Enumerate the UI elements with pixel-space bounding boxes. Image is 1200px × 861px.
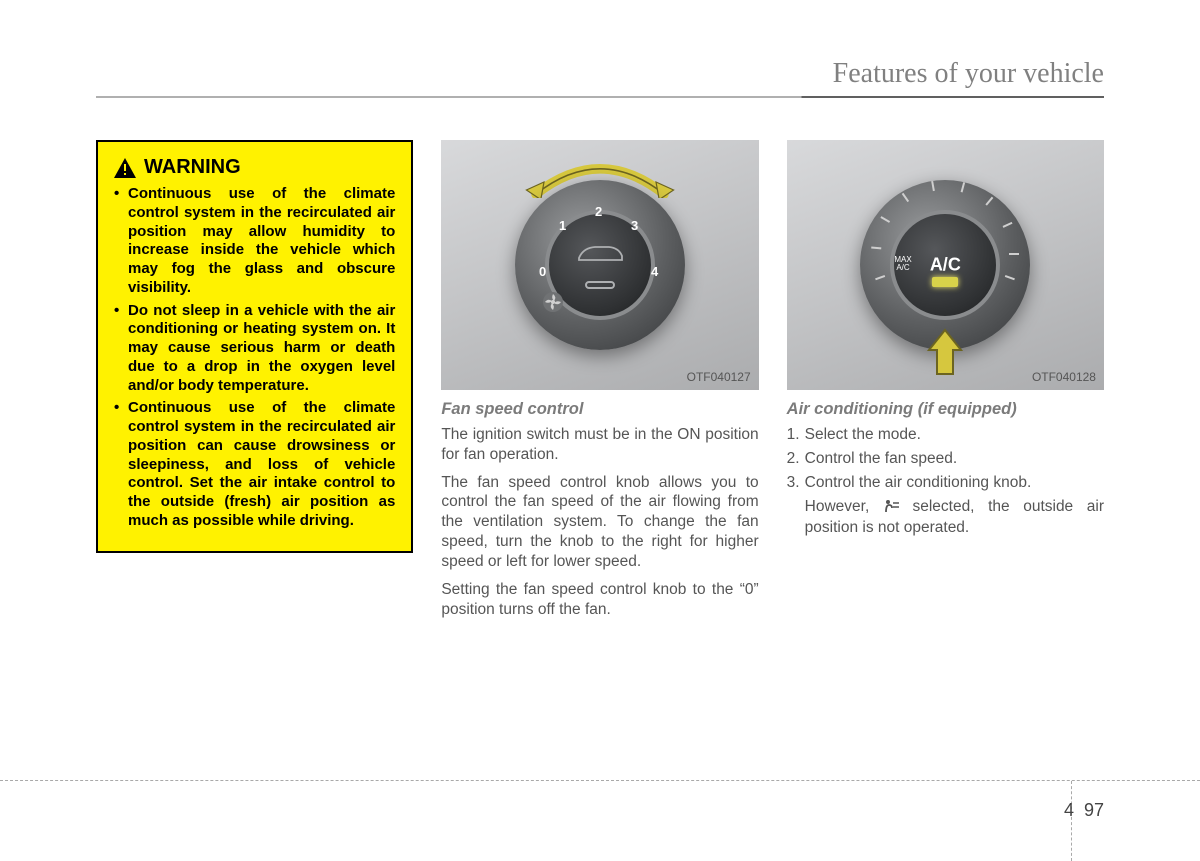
content-columns: WARNING Continuous use of the climate co… [96, 140, 1104, 627]
knob-slot-icon [585, 281, 615, 289]
photo-code: OTF040127 [687, 370, 751, 384]
section-number: 4 [1064, 800, 1074, 820]
knob-label-1: 1 [559, 218, 566, 233]
ac-photo: A/C MAX A/C OTF040128 [787, 140, 1104, 390]
fan-icon [543, 292, 563, 312]
warning-item: Continuous use of the climate control sy… [114, 185, 395, 298]
warning-heading: WARNING [114, 156, 395, 179]
column-air-conditioning: A/C MAX A/C OTF040128 Air conditioning (… [787, 140, 1104, 627]
push-up-arrow-icon [925, 328, 965, 378]
footer-dashed-line [0, 780, 1200, 781]
ac-step: Control the air conditioning knob. [787, 473, 1104, 493]
ac-indicator-light [932, 277, 958, 287]
column-warning: WARNING Continuous use of the climate co… [96, 140, 413, 627]
warning-item: Do not sleep in a vehicle with the air c… [114, 302, 395, 396]
fan-speed-p3: Setting the fan speed control knob to th… [441, 580, 758, 620]
warning-heading-text: WARNING [144, 156, 241, 179]
fan-speed-photo: 0 1 2 3 4 OTF040127 [441, 140, 758, 390]
photo-code: OTF040128 [1032, 370, 1096, 384]
warning-triangle-icon [114, 158, 136, 178]
warning-list: Continuous use of the climate control sy… [114, 185, 395, 531]
page-header-title: Features of your vehicle [833, 58, 1104, 90]
ac-step-note: However, selected, the outside air posit… [787, 497, 1104, 537]
warning-box: WARNING Continuous use of the climate co… [96, 140, 413, 553]
knob-label-3: 3 [631, 218, 638, 233]
fan-speed-knob: 0 1 2 3 4 [515, 180, 685, 350]
column-fan-speed: 0 1 2 3 4 OTF040127 Fan speed control [441, 140, 758, 627]
knob-label-0: 0 [539, 264, 546, 279]
ac-step: Select the mode. [787, 425, 1104, 445]
ac-steps: Select the mode. Control the fan speed. … [787, 425, 1104, 493]
fan-speed-p1: The ignition switch must be in the ON po… [441, 425, 758, 465]
fan-speed-subhead: Fan speed control [441, 400, 758, 419]
ac-label: A/C [930, 255, 961, 276]
page-number: 4 97 [1064, 800, 1104, 821]
note-pre: However, [805, 498, 883, 515]
ac-max-label: MAX A/C [894, 256, 911, 272]
knob-label-2: 2 [595, 204, 602, 219]
ac-step: Control the fan speed. [787, 449, 1104, 469]
header-divider [96, 96, 1104, 98]
knob-label-4: 4 [651, 264, 658, 279]
car-outline-icon [575, 242, 625, 264]
person-airflow-icon [883, 499, 899, 513]
ac-knob: A/C MAX A/C [860, 180, 1030, 350]
warning-item: Continuous use of the climate control sy… [114, 399, 395, 530]
fan-speed-p2: The fan speed control knob allows you to… [441, 473, 758, 572]
ac-subhead: Air conditioning (if equipped) [787, 400, 1104, 419]
footer-dashed-vert [1071, 781, 1072, 861]
page-number-value: 97 [1084, 800, 1104, 820]
